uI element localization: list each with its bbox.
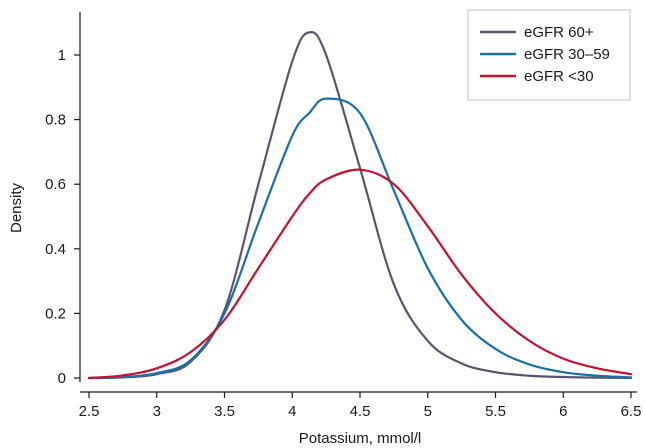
legend-label: eGFR 60+ [524, 24, 594, 41]
legend: eGFR 60+ eGFR 30–59 eGFR <30 [467, 9, 631, 101]
x-tick-label: 3.5 [214, 403, 235, 420]
x-tick-label: 5 [424, 403, 432, 420]
legend-label: eGFR 30–59 [524, 46, 610, 63]
series-line-3 [87, 168, 633, 380]
x-tick-label: 2.5 [79, 403, 100, 420]
series-line-1 [87, 31, 633, 380]
x-tick-label: 4 [288, 403, 296, 420]
x-tick-label: 5.5 [485, 403, 506, 420]
axes [79, 12, 637, 393]
y-axis-title: Density [8, 182, 25, 233]
y-tick-label: 1 [58, 47, 66, 64]
x-tick-label: 4.5 [350, 403, 371, 420]
y-tick-label: 0.6 [45, 176, 66, 193]
x-tick-label: 6 [559, 403, 567, 420]
y-tick-label: 0.2 [45, 305, 66, 322]
x-tick-label: 6.5 [621, 403, 642, 420]
series-line-2 [87, 97, 633, 380]
x-tick-label: 3 [153, 403, 161, 420]
x-ticks: 2.5 3 3.5 4 4.5 5 5.5 6 6.5 [79, 392, 642, 420]
y-tick-label: 0 [58, 370, 66, 387]
y-tick-label: 0.4 [45, 241, 66, 258]
series-lines [87, 31, 633, 380]
y-tick-label: 0.8 [45, 112, 66, 129]
x-axis-title: Potassium, mmol/l [299, 430, 422, 447]
legend-label: eGFR <30 [524, 68, 594, 85]
y-ticks: 0 0.2 0.4 0.6 0.8 1 [45, 47, 80, 387]
